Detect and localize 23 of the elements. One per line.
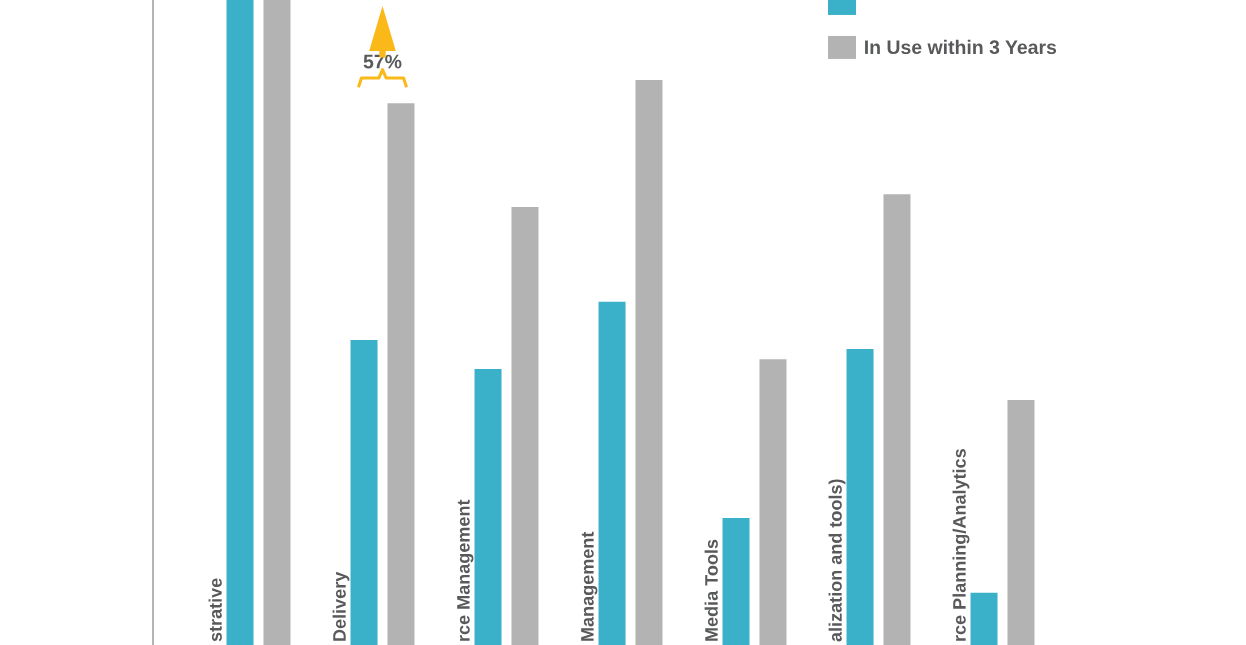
x-tick-label: rce Planning/Analytics (952, 449, 970, 641)
bar (846, 348, 874, 645)
bar (883, 194, 911, 645)
x-tick-label: Delivery (332, 571, 350, 641)
bar (226, 0, 254, 645)
bar (722, 517, 750, 645)
bar (635, 79, 663, 645)
bar (970, 592, 998, 645)
bar (511, 207, 539, 645)
bar (350, 339, 378, 645)
x-tick-label: Media Tools (704, 539, 718, 641)
bar (387, 103, 415, 645)
annotation: 57% (363, 54, 402, 69)
bar (759, 359, 787, 645)
bar (598, 301, 626, 645)
legend-label: In Use within 3 Years (865, 39, 1057, 55)
x-tick-label: strative (208, 578, 222, 642)
bar (263, 0, 291, 645)
x-tick-label: alization and tools) (828, 479, 846, 642)
x-tick-label: Management (581, 531, 598, 641)
x-tick-label: rce Management (457, 499, 474, 641)
bar (474, 368, 502, 645)
bar (1007, 399, 1035, 645)
